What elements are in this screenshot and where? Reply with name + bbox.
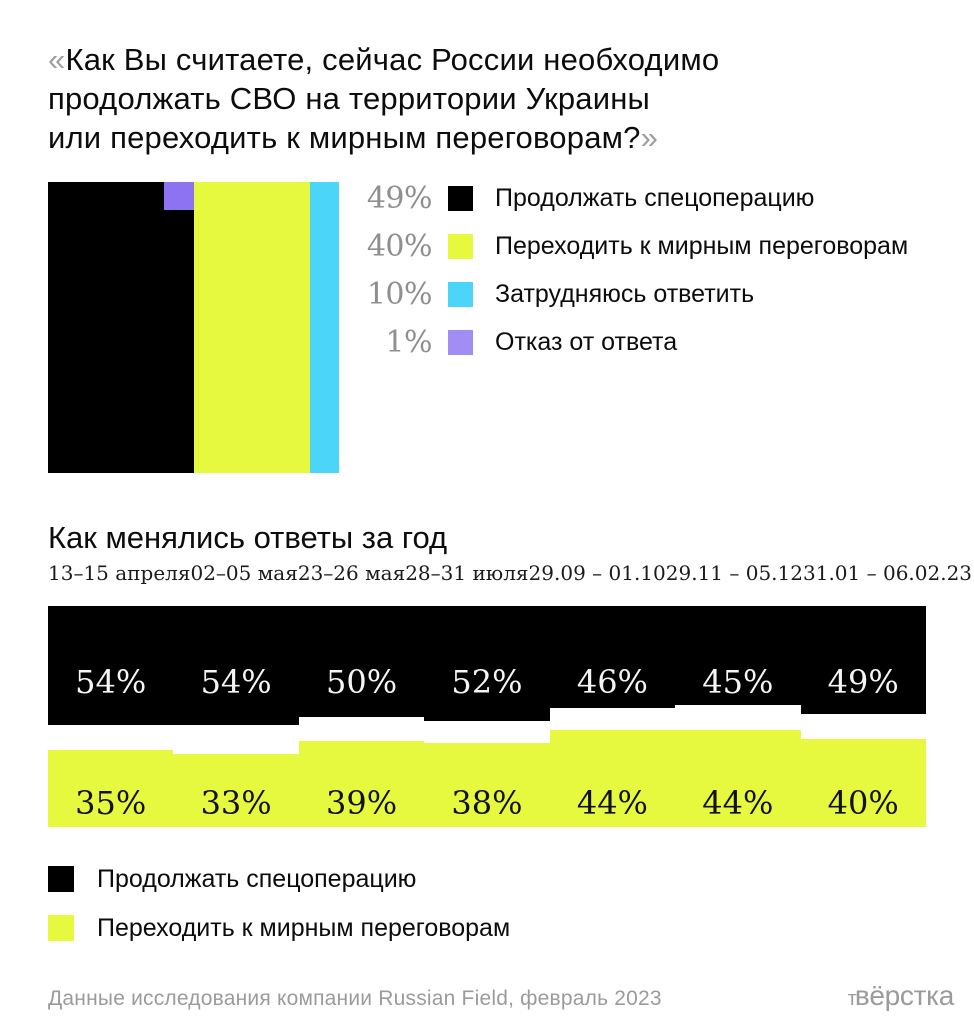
date-label: 23–26 мая [297, 561, 406, 585]
continue-value: 45% [702, 663, 774, 701]
legend-current-results: 49% Продолжать спецоперацию 40% Переходить … [360, 181, 909, 378]
legend-label: Затрудняюсь ответить [495, 279, 755, 308]
date-label: 13–15 апреля [48, 561, 191, 585]
legend-row: 49% Продолжать спецоперацию [360, 181, 908, 216]
legend-swatch [448, 281, 473, 307]
negotiate-bar [424, 743, 550, 827]
timeline-column: 54% 35% [48, 606, 174, 827]
share-area-chart [48, 182, 339, 473]
area-segment-continue [48, 182, 194, 473]
date-label: 28–31 июля [405, 561, 529, 585]
verstka-logo-mark: т [847, 988, 857, 1010]
negotiate-value: 40% [827, 784, 899, 822]
continue-bar [173, 606, 299, 726]
legend-label: Переходить к мирным переговорам [495, 231, 909, 260]
timeline-column: 46% 44% [549, 606, 676, 827]
legend-label: Продолжать спецоперацию [97, 864, 417, 893]
page-title: «Как Вы считаете, сейчас России необходи… [48, 40, 719, 157]
legend-label: Продолжать спецоперацию [495, 183, 815, 212]
data-source: Данные исследования компании Russian Fie… [48, 987, 662, 1010]
continue-value: 46% [576, 663, 648, 701]
continue-bar [424, 606, 550, 721]
area-segment-negotiate [193, 182, 310, 473]
negotiate-bar [675, 729, 801, 827]
date-label: 31.01 – 06.02.23 [803, 561, 973, 585]
continue-bar [48, 606, 174, 726]
negotiate-value: 33% [200, 784, 272, 822]
date-label: 29.11 – 05.12 [665, 561, 803, 585]
continue-bar [298, 606, 425, 717]
negotiate-bar [800, 738, 926, 827]
negotiate-value: 44% [576, 784, 648, 822]
continue-value: 54% [200, 663, 272, 701]
legend-swatch [48, 866, 74, 892]
negotiate-bar [298, 740, 425, 827]
timeline-column: 50% 39% [298, 606, 425, 827]
continue-bar [549, 606, 676, 708]
continue-value: 52% [451, 663, 523, 701]
timeline-column: 54% 33% [173, 606, 299, 827]
legend-row: Продолжать спецоперацию [48, 864, 510, 893]
date-label: 29.09 – 01.10 [528, 561, 666, 585]
negotiate-value: 44% [702, 784, 774, 822]
negotiate-value: 38% [451, 784, 523, 822]
continue-bar [675, 606, 801, 706]
area-segment-refused [163, 182, 194, 210]
date-label: 02–05 мая [190, 561, 298, 585]
legend-swatch [448, 329, 473, 355]
close-quote: » [640, 120, 659, 155]
timeseries-chart: 54% 35% 54% 33% 50% 39% 52% 38% 46% 44% 45% 44% 49% 4… [48, 606, 926, 827]
legend-row: 1% Отказ от ответа [360, 325, 908, 360]
legend-swatch [448, 185, 473, 211]
section-title: Как менялись ответы за год [48, 520, 448, 555]
negotiate-value: 39% [325, 784, 398, 822]
legend-row: 10% Затрудняюсь ответить [360, 277, 908, 312]
title-line-1: «Как Вы считаете, сейчас России необходи… [48, 42, 720, 77]
legend-label: Переходить к мирным переговорам [97, 913, 511, 942]
timeline-dates: 13–15 апреля 02–05 мая 23–26 мая 28–31 июля… [48, 561, 972, 585]
timeline-column: 52% 38% [424, 606, 550, 827]
continue-bar [800, 606, 926, 715]
legend-percent: 49% [366, 180, 433, 216]
timeline-column: 45% 44% [675, 606, 801, 827]
legend-row: 40% Переходить к мирным переговорам [360, 229, 909, 264]
continue-value: 49% [827, 663, 899, 701]
legend-percent: 10% [366, 276, 433, 312]
open-quote: « [48, 42, 66, 77]
verstka-logo: твёрстка [847, 980, 955, 1011]
legend-swatch [48, 915, 74, 941]
negotiate-bar [549, 729, 676, 827]
legend-timeseries: Продолжать спецоперацию Переходить к мирн… [48, 864, 511, 964]
negotiate-bar [48, 749, 174, 827]
area-segment-undecided [309, 182, 339, 473]
footer: Данные исследования компании Russian Fie… [48, 980, 954, 1012]
legend-percent: 40% [366, 228, 433, 264]
continue-value: 50% [325, 663, 398, 701]
legend-row: Переходить к мирным переговорам [48, 913, 511, 942]
title-line-3: или переходить к мирным переговорам?» [48, 120, 659, 155]
negotiate-value: 35% [75, 784, 147, 822]
continue-value: 54% [75, 663, 147, 701]
legend-percent: 1% [385, 324, 432, 360]
legend-label: Отказ от ответа [495, 327, 678, 356]
legend-swatch [448, 233, 473, 259]
timeline-column: 49% 40% [800, 606, 926, 827]
title-line-2: продолжать СВО на территории Украины [48, 81, 651, 116]
negotiate-bar [173, 754, 299, 827]
